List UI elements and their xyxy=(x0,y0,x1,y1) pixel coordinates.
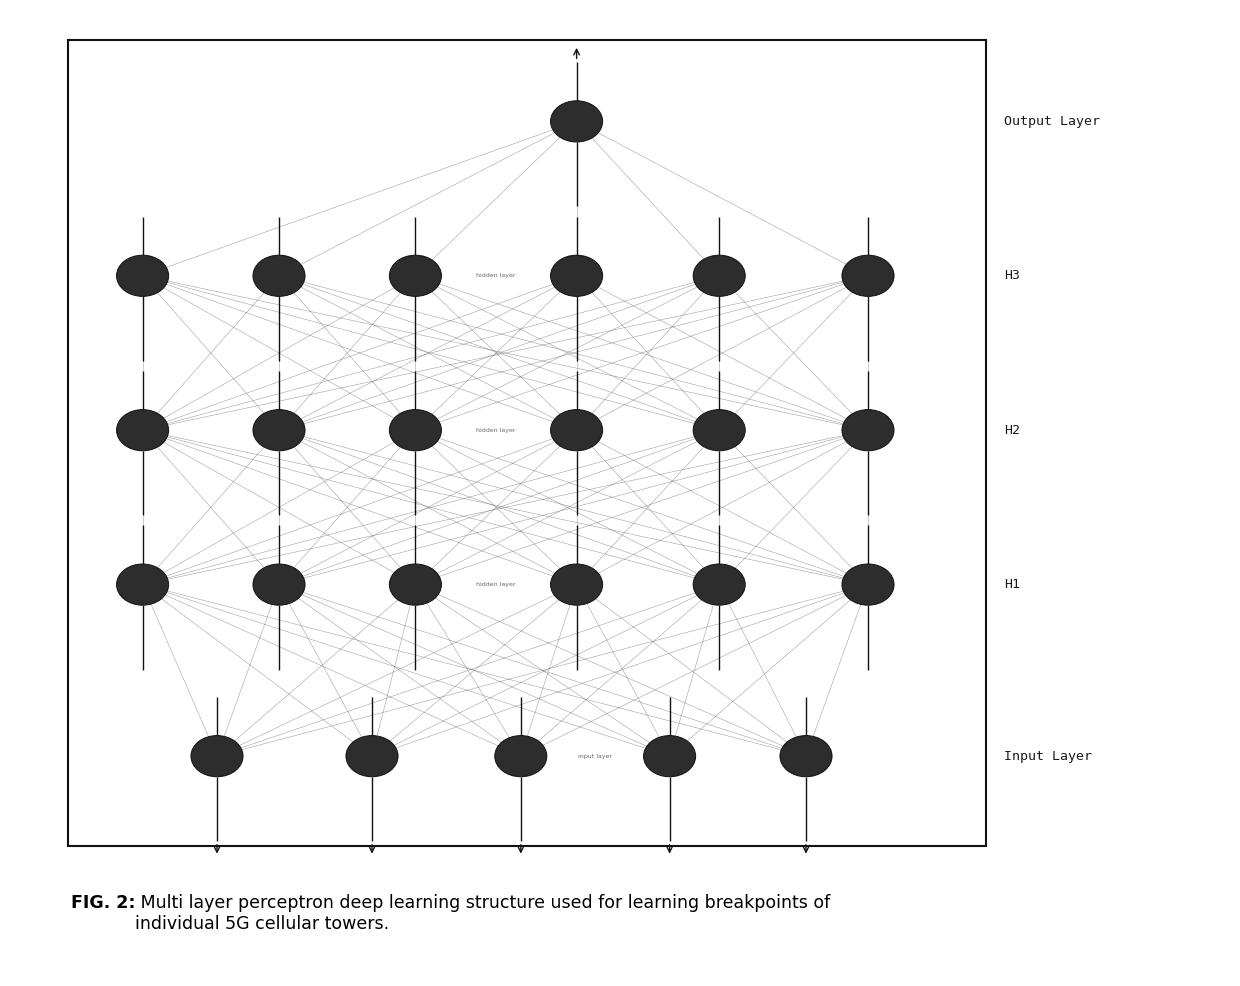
Text: hidden layer: hidden layer xyxy=(476,582,516,587)
Text: input layer: input layer xyxy=(578,753,613,758)
Ellipse shape xyxy=(253,255,305,297)
Text: Input Layer: Input Layer xyxy=(1004,749,1092,762)
Ellipse shape xyxy=(389,409,441,451)
Ellipse shape xyxy=(495,736,547,777)
Ellipse shape xyxy=(551,101,603,142)
Bar xyxy=(68,39,986,846)
Ellipse shape xyxy=(693,409,745,451)
Ellipse shape xyxy=(842,564,894,605)
Text: H1: H1 xyxy=(1004,578,1021,591)
Ellipse shape xyxy=(117,409,169,451)
Ellipse shape xyxy=(551,255,603,297)
Text: FIG. 2:: FIG. 2: xyxy=(71,893,135,912)
Ellipse shape xyxy=(117,255,169,297)
Ellipse shape xyxy=(693,255,745,297)
Text: hidden layer: hidden layer xyxy=(476,273,516,278)
Ellipse shape xyxy=(389,564,441,605)
Ellipse shape xyxy=(191,736,243,777)
Ellipse shape xyxy=(551,409,603,451)
Ellipse shape xyxy=(346,736,398,777)
Ellipse shape xyxy=(117,564,169,605)
Ellipse shape xyxy=(253,564,305,605)
Text: H2: H2 xyxy=(1004,424,1021,437)
Ellipse shape xyxy=(842,409,894,451)
Ellipse shape xyxy=(693,564,745,605)
Ellipse shape xyxy=(253,409,305,451)
Ellipse shape xyxy=(644,736,696,777)
Text: H3: H3 xyxy=(1004,269,1021,282)
Text: Output Layer: Output Layer xyxy=(1004,115,1100,128)
Ellipse shape xyxy=(551,564,603,605)
Text: hidden layer: hidden layer xyxy=(476,428,516,433)
Ellipse shape xyxy=(780,736,832,777)
Text: Multi layer perceptron deep learning structure used for learning breakpoints of
: Multi layer perceptron deep learning str… xyxy=(135,893,831,933)
Ellipse shape xyxy=(389,255,441,297)
Ellipse shape xyxy=(842,255,894,297)
